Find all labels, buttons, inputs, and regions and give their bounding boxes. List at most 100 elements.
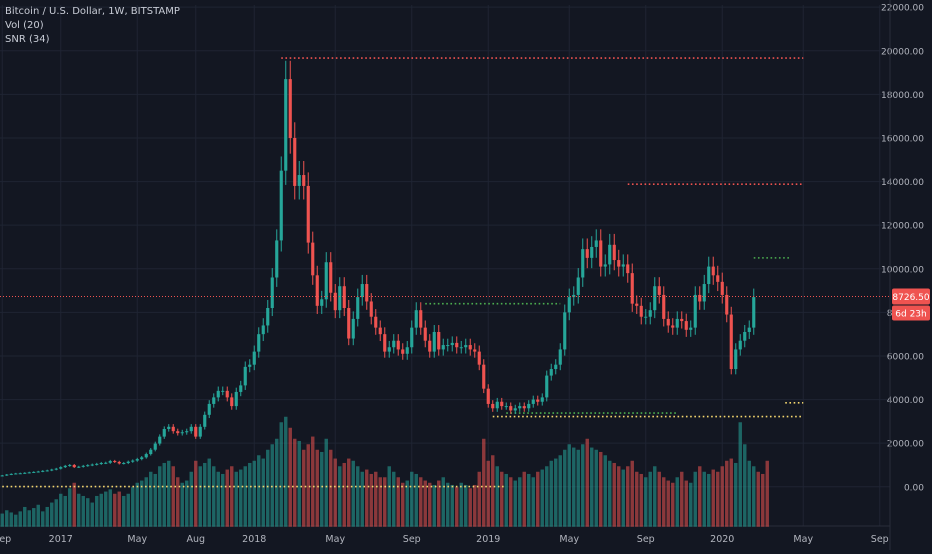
volume-bar xyxy=(743,444,747,527)
snr-indicator-label[interactable]: SNR (34) xyxy=(5,34,50,45)
candle-body xyxy=(729,314,733,370)
x-tick-label: May xyxy=(325,534,345,545)
volume-bar xyxy=(765,460,769,527)
y-tick-label: 14000.00 xyxy=(881,178,924,188)
candle-body xyxy=(171,426,175,432)
candle-body xyxy=(27,472,31,474)
x-tick-label: Sep xyxy=(637,534,655,545)
volume-bar xyxy=(513,480,517,527)
volume-bar xyxy=(653,466,657,527)
volume-bar xyxy=(288,427,292,527)
volume-bar xyxy=(680,471,684,527)
volume-bar xyxy=(338,466,342,527)
candle-body xyxy=(477,351,481,365)
volume-bar xyxy=(122,495,126,527)
candle-body xyxy=(311,242,315,276)
volume-bar xyxy=(423,480,427,527)
volume-bar xyxy=(428,482,432,527)
symbol-title[interactable]: Bitcoin / U.S. Dollar, 1W, BITSTAMP xyxy=(5,6,180,17)
candle-body xyxy=(216,390,220,398)
volume-bar xyxy=(675,477,679,527)
candle-body xyxy=(158,436,162,444)
candle-body xyxy=(491,403,495,409)
candle-body xyxy=(0,475,4,477)
candle-body xyxy=(18,473,22,475)
volume-bar xyxy=(698,466,702,527)
volume-bar xyxy=(261,458,265,527)
candle-body xyxy=(666,318,670,326)
volume-bar xyxy=(585,438,589,527)
candle-body xyxy=(270,277,274,309)
volume-bar xyxy=(149,471,153,527)
candle-body xyxy=(392,340,396,348)
volume-bar xyxy=(81,495,85,527)
volume-bar xyxy=(221,473,225,527)
candle-body xyxy=(167,426,171,429)
volume-bar xyxy=(9,512,13,527)
volume-bar xyxy=(234,471,238,527)
volume-bar xyxy=(243,466,247,527)
volume-bar xyxy=(194,460,198,527)
candle-body xyxy=(464,345,468,348)
y-tick-label: 6000.00 xyxy=(887,352,924,362)
candle-body xyxy=(540,397,544,402)
volume-bar xyxy=(41,511,45,527)
candle-body xyxy=(657,286,661,295)
volume-bar xyxy=(684,480,688,527)
candle-body xyxy=(648,310,652,317)
candle-body xyxy=(50,469,54,471)
candle-body xyxy=(590,246,594,258)
candle-body xyxy=(698,294,702,302)
volume-bar xyxy=(576,449,580,527)
volume-bar xyxy=(419,477,423,527)
candle-body xyxy=(689,327,693,330)
candle-body xyxy=(405,347,409,354)
candle-body xyxy=(365,284,369,302)
candle-body xyxy=(5,474,9,476)
volume-bar xyxy=(711,469,715,527)
candle-body xyxy=(459,347,463,349)
volume-bar xyxy=(657,471,661,527)
volume-bar xyxy=(266,449,270,527)
volume-bar xyxy=(545,466,549,527)
volume-bar xyxy=(563,449,567,527)
candle-body xyxy=(621,264,625,267)
volume-bar xyxy=(396,477,400,527)
volume-bar xyxy=(612,462,616,527)
volume-bar xyxy=(455,487,459,527)
volume-bar xyxy=(630,460,634,527)
candle-body xyxy=(288,79,292,138)
candle-body xyxy=(302,175,306,186)
volume-bar xyxy=(45,506,49,527)
candle-body xyxy=(509,406,513,411)
candle-body xyxy=(522,406,526,409)
volume-bar xyxy=(707,473,711,527)
candle-body xyxy=(243,366,247,386)
candle-body xyxy=(162,428,166,437)
volume-bar xyxy=(99,493,103,527)
y-tick-label: 12000.00 xyxy=(881,222,924,232)
candle-body xyxy=(207,403,211,415)
volume-indicator-label[interactable]: Vol (20) xyxy=(5,20,44,31)
candle-body xyxy=(576,277,580,295)
candle-body xyxy=(261,325,265,335)
x-tick-label: Sep xyxy=(0,534,11,545)
candle-body xyxy=(144,454,148,458)
candle-body xyxy=(455,342,459,348)
candle-body xyxy=(90,464,94,466)
volume-bar xyxy=(432,484,436,527)
volume-bar xyxy=(482,438,486,527)
candle-body xyxy=(149,449,153,455)
volume-bar xyxy=(581,444,585,527)
candle-body xyxy=(176,431,180,434)
volume-bar xyxy=(347,458,351,527)
volume-bar xyxy=(279,422,283,527)
volume-bar xyxy=(725,460,729,527)
candle-body xyxy=(630,273,634,304)
volume-bar xyxy=(315,449,319,527)
last-price-badge xyxy=(892,288,930,305)
candle-body xyxy=(23,472,27,474)
volume-bar xyxy=(284,416,288,527)
